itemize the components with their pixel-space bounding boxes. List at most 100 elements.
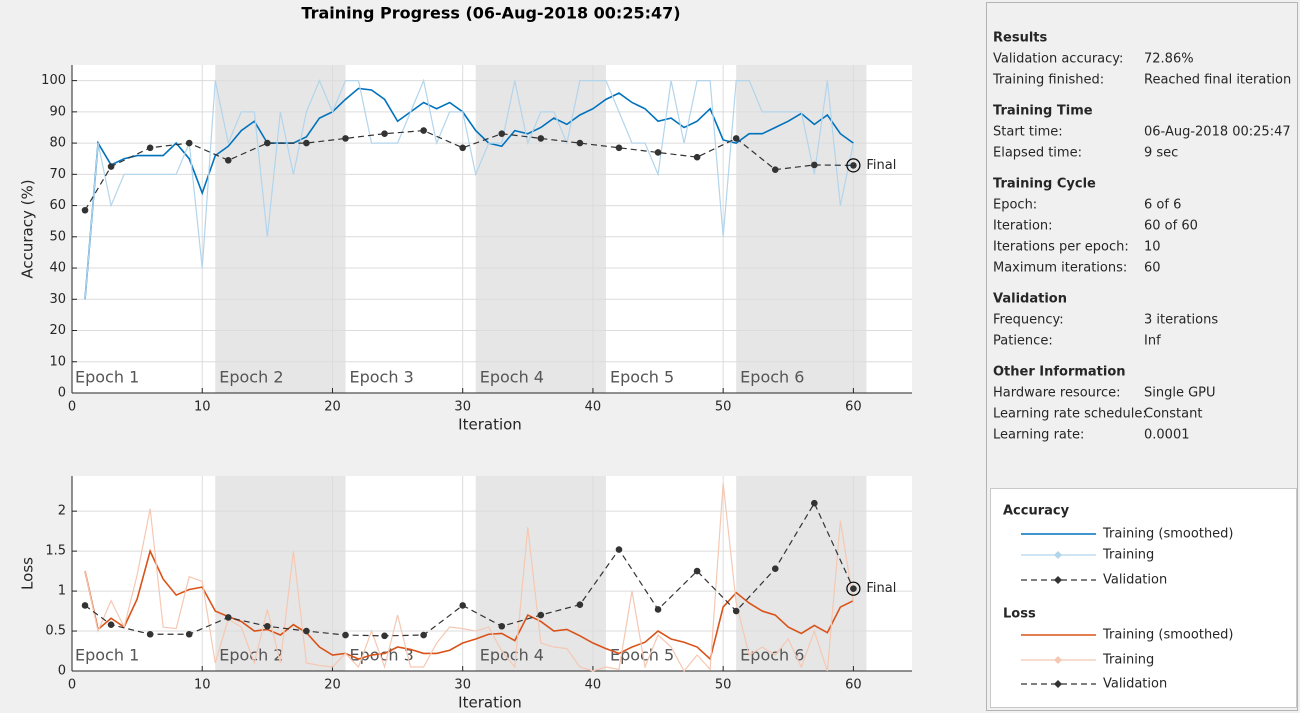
info-key: Iteration: (993, 219, 1053, 234)
x-tick-label: 40 (585, 400, 602, 415)
info-key: Maximum iterations: (993, 261, 1127, 276)
validation-point (185, 139, 193, 147)
x-tick-label: 10 (194, 678, 211, 693)
info-key: Learning rate: (993, 428, 1084, 443)
validation-point (771, 166, 779, 173)
info-value: Reached final iteration (1144, 73, 1291, 88)
info-key: Hardware resource: (993, 386, 1121, 401)
info-heading: Other Information (993, 365, 1126, 380)
info-key: Iterations per epoch: (993, 240, 1129, 255)
legend-marker (1054, 551, 1062, 559)
validation-point (342, 135, 349, 142)
y-tick-label: 80 (49, 136, 66, 151)
y-tick-label: 30 (49, 292, 66, 307)
y-tick-label: 90 (49, 104, 66, 119)
validation-point (264, 622, 271, 630)
validation-point (381, 130, 388, 138)
info-heading: Training Cycle (993, 177, 1096, 192)
validation-point (420, 127, 427, 134)
info-key: Start time: (993, 125, 1063, 140)
legend-marker (1054, 680, 1062, 688)
validation-point (224, 614, 232, 621)
final-marker (846, 581, 861, 596)
validation-point (693, 153, 701, 161)
validation-point (537, 611, 545, 619)
info-key: Validation accuracy: (993, 52, 1123, 67)
legend-entry: Training (smoothed) (1102, 628, 1234, 643)
validation-point (264, 139, 271, 147)
validation-point (576, 139, 584, 147)
validation-point (811, 499, 818, 507)
validation-point (498, 130, 506, 138)
validation-point (81, 206, 89, 214)
y-tick-label: 0 (58, 664, 66, 679)
series-line (84, 548, 854, 661)
validation-point (420, 631, 427, 639)
y-tick-label: 20 (49, 323, 66, 338)
x-tick-label: 60 (845, 400, 862, 415)
series-line (84, 483, 854, 673)
validation-point (850, 585, 857, 592)
validation-point (303, 139, 310, 147)
x-tick-label: 0 (68, 400, 76, 415)
x-tick-label: 50 (715, 400, 732, 415)
info-key: Epoch: (993, 198, 1037, 213)
legend-marker (1054, 576, 1062, 584)
epoch-label: Epoch 3 (349, 368, 413, 387)
y-tick-label: 100 (41, 73, 66, 88)
legend-entry: Training (1102, 548, 1154, 563)
info-value: 60 of 60 (1144, 219, 1198, 234)
legend-entry: Validation (1103, 677, 1167, 692)
epoch-label: Epoch 6 (740, 368, 804, 387)
x-axis-label: Iteration (458, 416, 522, 434)
epoch-label: Epoch 4 (480, 646, 544, 665)
validation-point (732, 607, 740, 615)
x-tick-label: 30 (454, 678, 471, 693)
epoch-shade (215, 476, 346, 671)
info-heading: Results (993, 31, 1047, 46)
validation-point (771, 565, 779, 573)
legend-heading: Loss (1003, 607, 1036, 622)
y-tick-label: 1 (58, 584, 66, 599)
x-tick-label: 0 (68, 678, 76, 693)
info-value: 06-Aug-2018 00:25:47 (1144, 125, 1291, 140)
validation-point (576, 601, 584, 608)
validation-point (459, 602, 466, 609)
epoch-label: Epoch 3 (349, 646, 413, 665)
info-value: Single GPU (1144, 386, 1216, 401)
validation-point (537, 135, 545, 142)
validation-point (107, 163, 115, 170)
validation-point (81, 602, 89, 609)
legend-heading: Accuracy (1003, 504, 1070, 519)
validation-point (654, 149, 662, 156)
y-axis-label: Loss (19, 557, 37, 590)
y-tick-label: 1.5 (45, 544, 66, 559)
info-value: 10 (1144, 240, 1161, 255)
validation-point (615, 546, 623, 553)
info-key: Elapsed time: (993, 146, 1082, 161)
info-value: 6 of 6 (1144, 198, 1181, 213)
validation-point (107, 621, 115, 628)
validation-point (498, 622, 506, 630)
epoch-label: Epoch 5 (610, 368, 674, 387)
info-key: Frequency: (993, 313, 1064, 328)
validation-point (342, 631, 349, 639)
legend-marker (1054, 656, 1062, 664)
epoch-label: Epoch 2 (219, 368, 283, 387)
y-tick-label: 0 (58, 386, 66, 401)
validation-point (224, 156, 232, 164)
epoch-shade (215, 65, 346, 393)
final-label: Final (866, 158, 896, 173)
y-tick-label: 60 (49, 198, 66, 213)
y-tick-label: 2 (58, 504, 66, 519)
x-tick-label: 20 (324, 400, 341, 415)
final-marker (846, 158, 861, 173)
epoch-shade (736, 65, 867, 393)
y-tick-label: 0.5 (45, 624, 66, 639)
final-label: Final (866, 581, 896, 596)
x-tick-label: 50 (715, 678, 732, 693)
y-tick-label: 70 (49, 167, 66, 182)
series-line (84, 78, 854, 300)
